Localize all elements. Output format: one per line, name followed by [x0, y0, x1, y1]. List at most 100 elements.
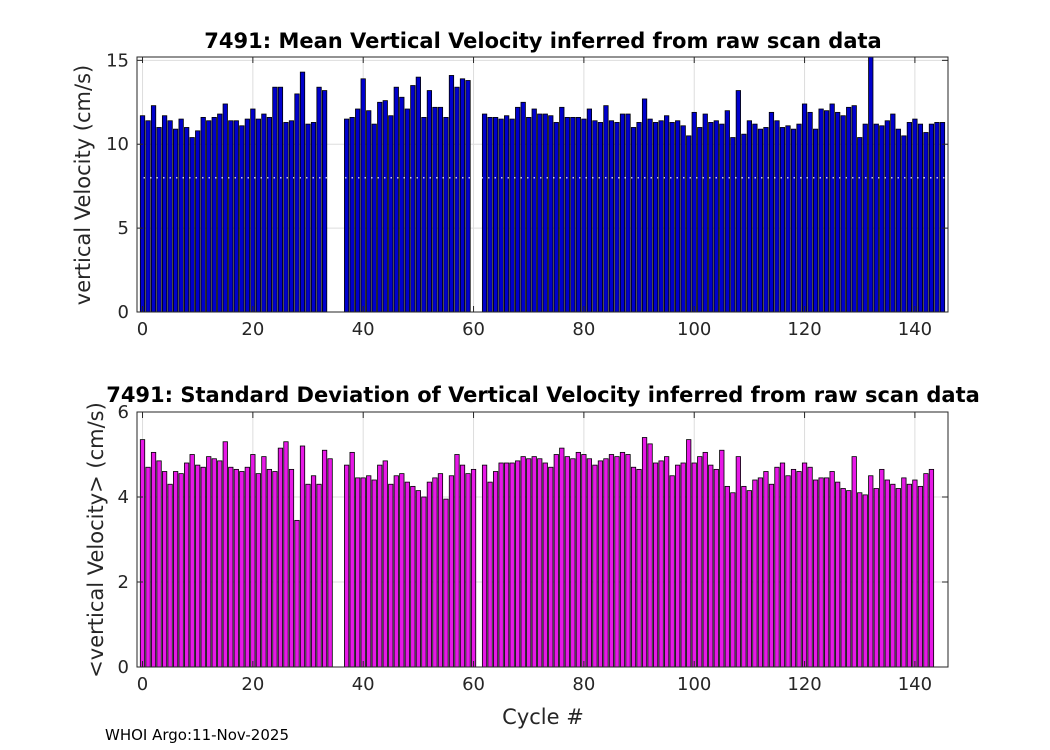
- bar: [448, 75, 455, 313]
- bar: [680, 462, 686, 668]
- bar: [912, 479, 918, 668]
- bar: [757, 477, 764, 668]
- bar: [702, 113, 708, 313]
- bar: [393, 475, 399, 668]
- bar: [459, 464, 466, 668]
- bar: [526, 116, 532, 313]
- bar: [597, 460, 604, 668]
- bar: [829, 471, 835, 668]
- y-tick-label: 10: [106, 134, 129, 155]
- bar: [239, 125, 245, 313]
- bar: [509, 118, 515, 313]
- bar: [321, 449, 328, 668]
- bar: [923, 473, 929, 668]
- bar: [537, 113, 543, 313]
- bar: [437, 473, 444, 668]
- bar: [305, 483, 311, 668]
- bar: [349, 116, 355, 313]
- bar: [184, 462, 190, 668]
- bar: [200, 116, 206, 313]
- bar: [652, 122, 659, 313]
- bar: [150, 105, 157, 313]
- bar: [614, 122, 620, 313]
- bar: [752, 123, 758, 313]
- bar: [785, 475, 791, 668]
- bar: [250, 454, 256, 668]
- bar: [454, 86, 460, 313]
- bar: [145, 466, 151, 668]
- bar: [735, 90, 741, 313]
- bar: [724, 485, 730, 668]
- bar: [167, 483, 173, 668]
- bar: [305, 123, 311, 313]
- bar: [658, 120, 664, 313]
- bar: [481, 113, 488, 313]
- bar: [730, 137, 736, 313]
- bar: [366, 110, 372, 313]
- bar: [344, 464, 350, 668]
- bar: [719, 449, 725, 668]
- bar: [846, 106, 852, 313]
- bar: [261, 456, 267, 668]
- bar: [228, 120, 234, 313]
- bar: [641, 98, 648, 313]
- bar: [228, 466, 234, 668]
- bar-series-mean: [139, 56, 946, 313]
- bar: [675, 120, 681, 313]
- bar: [448, 475, 455, 668]
- bar: [321, 90, 328, 313]
- bar: [195, 464, 201, 668]
- bar: [862, 494, 868, 668]
- bar: [564, 116, 570, 313]
- bar: [851, 105, 857, 313]
- bar: [481, 464, 488, 668]
- chart-title: 7491: Mean Vertical Velocity inferred fr…: [204, 29, 881, 53]
- bar: [763, 471, 769, 668]
- bar: [818, 477, 824, 668]
- bar: [559, 447, 565, 668]
- bar: [404, 481, 410, 668]
- bar: [939, 122, 946, 313]
- bar: [890, 113, 896, 313]
- bar: [901, 135, 907, 313]
- bar: [713, 468, 719, 668]
- x-tick-label: 100: [677, 319, 711, 340]
- bar: [239, 471, 245, 668]
- bar: [818, 108, 824, 313]
- bar: [636, 468, 642, 668]
- bar: [217, 460, 223, 668]
- bar: [575, 116, 581, 313]
- bar: [641, 437, 648, 668]
- bar: [404, 108, 410, 313]
- bar: [443, 116, 449, 313]
- bar: [912, 118, 918, 313]
- bar: [691, 462, 697, 668]
- bar: [200, 466, 206, 668]
- bar: [625, 454, 631, 668]
- bar: [211, 116, 217, 313]
- bar: [890, 483, 896, 668]
- bar: [161, 471, 168, 668]
- bar: [509, 462, 515, 668]
- bar: [928, 123, 935, 313]
- bar: [498, 462, 504, 668]
- bar: [283, 441, 289, 668]
- bar: [531, 456, 537, 668]
- bar: [790, 468, 797, 668]
- bar: [459, 78, 466, 313]
- bar: [470, 468, 477, 668]
- bar: [294, 519, 300, 668]
- footer-credit: WHOI Argo:11-Nov-2025: [105, 726, 289, 744]
- bar: [344, 118, 350, 313]
- bar: [316, 86, 322, 313]
- plot-background: [137, 412, 948, 667]
- bar: [686, 135, 692, 313]
- bar: [195, 130, 201, 313]
- bar: [316, 483, 322, 668]
- bar: [173, 471, 179, 668]
- bar: [691, 111, 697, 313]
- bar: [862, 123, 868, 313]
- bar: [294, 93, 300, 313]
- y-tick-label: 4: [118, 487, 129, 508]
- bar: [399, 96, 405, 313]
